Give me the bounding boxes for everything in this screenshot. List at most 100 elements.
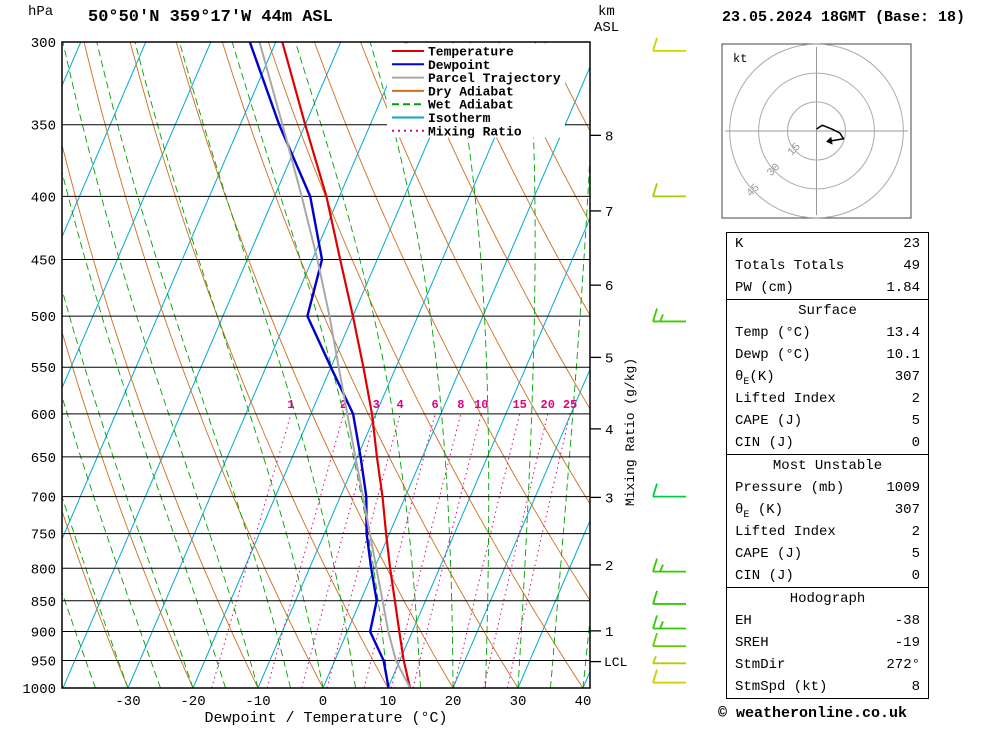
isotherm <box>452 368 590 688</box>
legend-label: Dry Adiabat <box>428 84 514 99</box>
isotherm <box>257 42 537 688</box>
km-axis-unit-label: km <box>598 4 615 20</box>
isotherm <box>192 42 472 688</box>
mixing-ratio-value: 4 <box>397 398 404 412</box>
stat-row: θE(K) 307 <box>727 366 928 388</box>
pressure-tick-label: 700 <box>31 491 56 507</box>
isotherm-lines <box>0 42 590 688</box>
wet-adiabat <box>295 42 421 688</box>
legend-label: Wet Adiabat <box>428 98 514 113</box>
stat-row: CAPE (J) 5 <box>727 410 928 432</box>
km-tick-label: 4 <box>605 423 613 439</box>
wind-barb <box>652 558 686 573</box>
mixing-ratio-value: 6 <box>432 398 439 412</box>
temperature-tick-label: 30 <box>510 694 527 710</box>
mixing-ratio-value: 10 <box>474 398 488 412</box>
stat-row: Dewp (°C) 10.1 <box>727 344 928 366</box>
mixing-ratio-line <box>266 413 345 688</box>
isotherm <box>127 42 407 688</box>
stat-row: StmSpd (kt) 8 <box>727 676 928 698</box>
stat-row: θE (K) 307 <box>727 499 928 521</box>
mixing-ratio-value: 1 <box>287 398 294 412</box>
legend-label: Isotherm <box>428 111 491 126</box>
wind-barb <box>652 308 686 323</box>
mixing-ratio-line <box>453 413 521 688</box>
sounding-info-table: K 23 Totals Totals 49 PW (cm) 1.84 Surface Temp… <box>726 232 929 699</box>
km-tick-label: 3 <box>605 491 613 507</box>
stat-row: CAPE (J) 5 <box>727 543 928 565</box>
stat-value: 0 <box>911 568 920 584</box>
temperature-tick-label: -30 <box>115 694 140 710</box>
x-axis-label: Dewpoint / Temperature (°C) <box>204 710 447 727</box>
stats-section: Surface Temp (°C) 13.4 Dewp (°C) 10.1 θE(K) 30… <box>727 299 928 454</box>
datetime-label: 23.05.2024 18GMT (Base: 18) <box>722 9 965 26</box>
wind-barb <box>652 483 686 498</box>
stat-row: K 23 <box>727 233 928 255</box>
stat-value: 2 <box>911 391 920 407</box>
km-tick-label: 7 <box>605 205 613 221</box>
pressure-tick-label: 600 <box>31 408 56 424</box>
stat-label: CIN (J) <box>735 435 794 451</box>
temperature-tick-label: 10 <box>380 694 397 710</box>
stat-label: EH <box>735 613 752 629</box>
stat-row: Temp (°C) 13.4 <box>727 322 928 344</box>
km-tick-label: 5 <box>605 351 613 367</box>
stat-value: 5 <box>911 546 920 562</box>
stat-value: 307 <box>894 502 920 518</box>
stat-value: 10.1 <box>886 347 920 363</box>
stat-label: Temp (°C) <box>735 325 811 341</box>
hodograph-unit-label: kt <box>733 52 747 66</box>
copyright: © weatheronline.co.uk <box>718 705 907 722</box>
dewpoint-line <box>248 42 390 688</box>
isotherm <box>62 42 342 688</box>
dry-adiabat <box>62 509 129 688</box>
isotherm <box>517 519 590 688</box>
km-tick-label: 6 <box>605 279 613 295</box>
pressure-tick-label: 550 <box>31 361 56 377</box>
km-tick-label: 2 <box>605 559 613 575</box>
wind-barb <box>652 655 686 665</box>
wind-barb <box>652 632 686 648</box>
mixing-ratio-value-labels: 1 2 3 4 6 8 10 15 20 25 <box>287 398 577 412</box>
dry-adiabat <box>360 42 590 505</box>
pressure-unit-label: hPa <box>28 4 53 20</box>
lcl-label: LCL <box>604 655 627 670</box>
stat-label: Lifted Index <box>735 524 836 540</box>
stat-row: PW (cm) 1.84 <box>727 277 928 299</box>
stat-row: CIN (J) 0 <box>727 565 928 587</box>
dry-adiabat <box>62 143 259 688</box>
isotherm <box>0 42 16 688</box>
stat-row: Lifted Index 2 <box>727 388 928 410</box>
stat-value: 2 <box>911 524 920 540</box>
stat-label: StmDir <box>735 657 786 673</box>
dry-adiabat <box>267 42 584 688</box>
km-tick-label: 8 <box>605 129 613 145</box>
hodograph-arrowhead <box>826 136 833 145</box>
isotherm <box>62 42 277 541</box>
km-tick-label: 1 <box>605 625 613 641</box>
temperature-tick-label: 40 <box>575 694 592 710</box>
legend-label: Mixing Ratio <box>428 124 522 139</box>
stat-value: -19 <box>894 635 920 651</box>
stat-value: 5 <box>911 413 920 429</box>
isotherm <box>322 65 590 688</box>
stat-row: StmDir 272° <box>727 654 928 676</box>
pressure-tick-label: 750 <box>31 528 56 544</box>
temperature-tick-label: 0 <box>319 694 327 710</box>
wet-adiabat <box>96 42 291 688</box>
axis-tick-labels: 3003504004505005506006507007508008509009… <box>22 36 591 710</box>
hodograph-ring <box>758 72 875 190</box>
mixing-ratio-line <box>301 413 377 688</box>
stat-value: 307 <box>894 369 920 385</box>
stat-value: 0 <box>911 435 920 451</box>
pressure-tick-label: 300 <box>31 36 56 52</box>
station-title: 50°50'N 359°17'W 44m ASL <box>88 8 333 27</box>
mixing-ratio-value: 8 <box>457 398 464 412</box>
dry-adiabat <box>175 42 454 688</box>
hodograph-trace <box>816 124 845 142</box>
temperature-tick-label: 20 <box>445 694 462 710</box>
temperature-tick-label: -10 <box>245 694 270 710</box>
